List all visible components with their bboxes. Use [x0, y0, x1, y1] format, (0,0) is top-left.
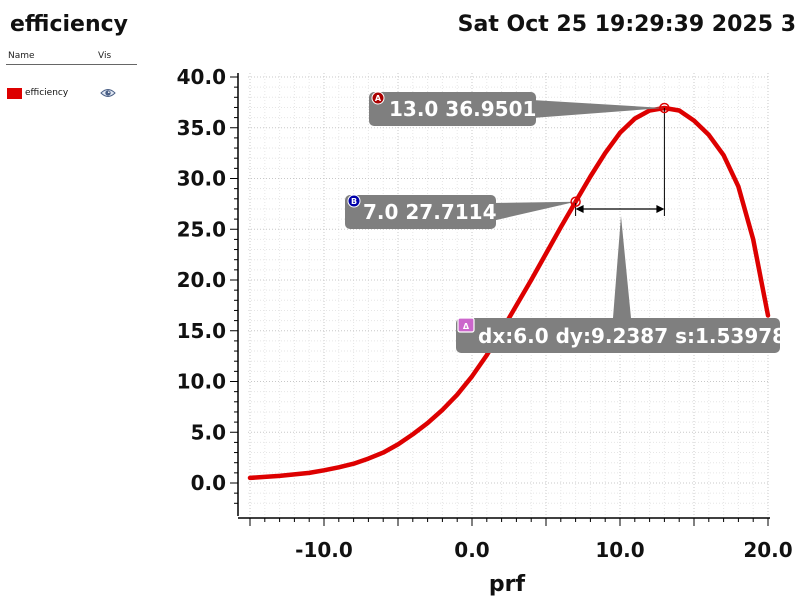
x-tick-label: 0.0: [454, 538, 489, 562]
marker-b-callout-box: [345, 195, 496, 229]
y-tick-label: 30.0: [177, 167, 226, 191]
y-tick-label: 25.0: [177, 217, 226, 241]
marker-a-callout-badge: [371, 91, 385, 105]
delta-callout-box: [456, 318, 780, 353]
markers-layer: 13.0 36.9501 A 7.0 27.7114 Bdx:6.0 dy:9.238…: [345, 91, 786, 353]
delta-callout[interactable]: dx:6.0 dy:9.2387 s:1.53978 Δ: [456, 216, 786, 353]
legend-item-label: efficiency: [25, 88, 69, 98]
delta-arrow-left: [575, 205, 584, 213]
y-tick-label: 40.0: [177, 65, 226, 89]
marker-b-callout-label: 7.0 27.7114: [363, 200, 497, 224]
chart-title: efficiency: [10, 12, 129, 37]
y-tick-label: 15.0: [177, 319, 226, 343]
x-tick-label: 10.0: [595, 538, 644, 562]
marker-a-callout-box: [369, 92, 536, 126]
marker-b-callout-badge: [347, 194, 361, 208]
marker-a-callout-badge-label: A: [375, 94, 382, 103]
marker-a-callout-label: 13.0 36.9501: [389, 97, 536, 121]
delta-badge-label: Δ: [463, 322, 470, 331]
axes: 0.0 5.0 10.0 15.0 20.0 25.0 30.0 35.0 40.0 -10.0 0…: [177, 65, 793, 562]
legend-column-vis: Vis: [98, 51, 112, 61]
legend-item-efficiency[interactable]: efficiency: [6, 88, 137, 115]
y-tick-label: 20.0: [177, 268, 226, 292]
grid: [248, 73, 769, 516]
delta-callout-pointer: [613, 216, 631, 318]
marker-a-callout-pointer: [532, 100, 665, 118]
y-tick-label: 5.0: [191, 420, 226, 444]
legend-header: Name Vis: [6, 50, 137, 65]
marker-b-callout[interactable]: 7.0 27.7114 B: [345, 194, 576, 229]
delta-badge: [457, 317, 475, 333]
legend-color-swatch: [7, 88, 22, 99]
y-tick-label: 35.0: [177, 116, 226, 140]
marker-b-callout-badge-label: B: [351, 197, 357, 206]
legend-panel: Name Vis efficiency: [6, 50, 137, 115]
delta-callout-label: dx:6.0 dy:9.2387 s:1.53978: [478, 324, 786, 348]
y-tick-label: 10.0: [177, 370, 226, 394]
marker-point-b[interactable]: [570, 196, 581, 207]
marker-a-callout[interactable]: 13.0 36.9501 A: [369, 91, 665, 126]
eye-icon[interactable]: [100, 87, 116, 99]
marker-b-callout-pointer: [492, 201, 576, 221]
marker-point-a[interactable]: [659, 102, 670, 114]
x-tick-label: -10.0: [295, 538, 353, 562]
timestamp: Sat Oct 25 19:29:39 2025 3: [457, 12, 796, 37]
legend-column-name: Name: [8, 51, 35, 61]
x-axis-title: prf: [489, 572, 526, 597]
delta-arrow-right: [656, 205, 665, 213]
x-tick-label: 20.0: [743, 538, 792, 562]
y-tick-label: 0.0: [191, 471, 226, 495]
